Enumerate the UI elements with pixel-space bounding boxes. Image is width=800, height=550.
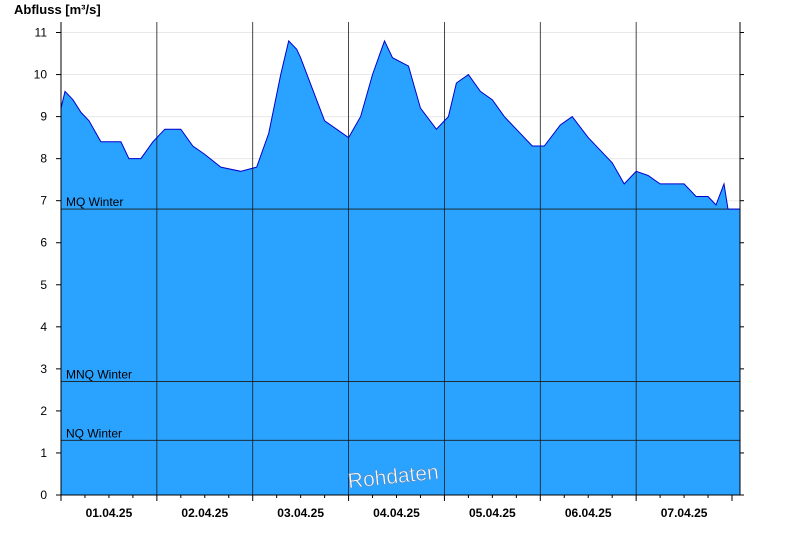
y-tick-label: 10 bbox=[34, 68, 48, 82]
x-tick-label: 07.04.25 bbox=[661, 506, 708, 520]
y-tick-label: 11 bbox=[35, 26, 48, 40]
x-tick-label: 01.04.25 bbox=[86, 506, 133, 520]
y-tick-label: 2 bbox=[40, 404, 47, 418]
discharge-line bbox=[60, 39, 740, 210]
reference-line-label: NQ Winter bbox=[66, 426, 122, 440]
y-tick-label: 7 bbox=[40, 194, 47, 208]
axes: 0 1 2 3 4 5 6 7 8 9 10 11 01.04.25 02.04.25 03.04.25 04… bbox=[34, 22, 744, 520]
x-tick-label: 02.04.25 bbox=[181, 506, 228, 520]
y-tick-label: 0 bbox=[40, 488, 47, 502]
y-tick-label: 4 bbox=[40, 320, 47, 334]
y-axis-title: Abfluss [m³/s] bbox=[14, 2, 101, 17]
y-tick-label: 1 bbox=[40, 446, 47, 460]
y-tick-label: 3 bbox=[40, 362, 47, 376]
x-tick-label: 06.04.25 bbox=[565, 506, 612, 520]
y-tick-label: 8 bbox=[40, 152, 47, 166]
y-tick-label: 6 bbox=[40, 236, 47, 250]
plot-area: MQ Winter MNQ Winter NQ Winter Rohdaten bbox=[60, 22, 740, 496]
reference-line-label: MQ Winter bbox=[66, 195, 123, 209]
x-tick-label: 04.04.25 bbox=[373, 506, 420, 520]
reference-line-label: MNQ Winter bbox=[66, 367, 132, 381]
discharge-area-fill bbox=[61, 40, 740, 496]
y-tick-label: 5 bbox=[40, 278, 47, 292]
x-tick-label: 03.04.25 bbox=[277, 506, 324, 520]
y-tick-label: 9 bbox=[40, 110, 47, 124]
watermark-text: Rohdaten bbox=[347, 461, 440, 493]
x-tick-label: 05.04.25 bbox=[469, 506, 516, 520]
